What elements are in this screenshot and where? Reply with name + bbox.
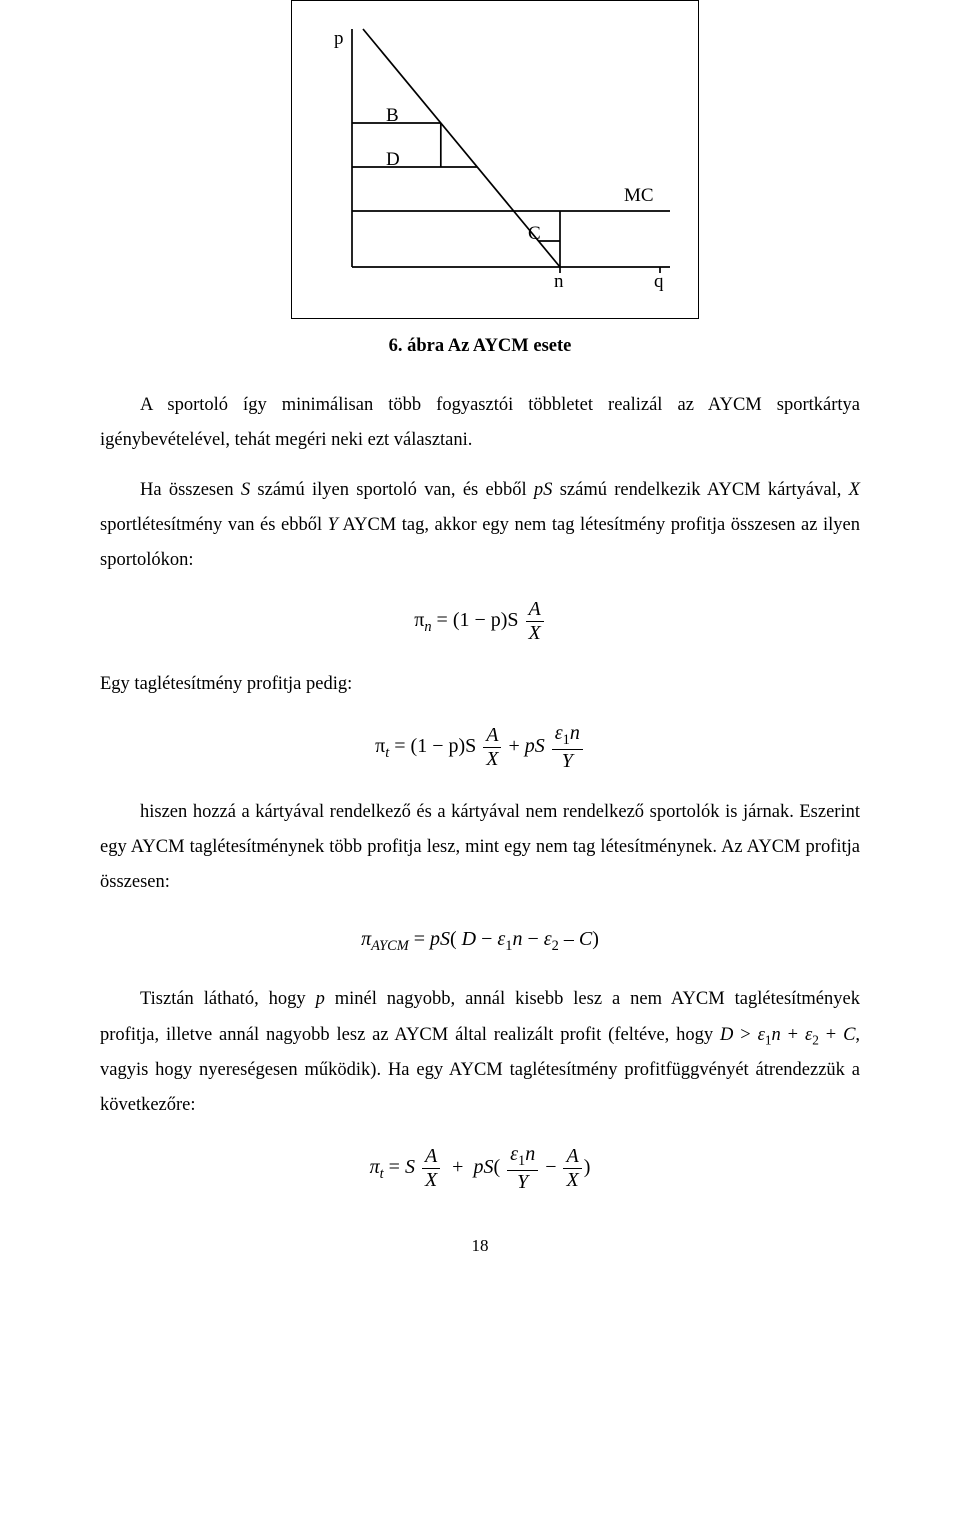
den-Y: Y bbox=[552, 750, 583, 773]
text: számú rendelkezik AYCM kártyával, bbox=[552, 480, 848, 500]
text: Ha összesen bbox=[140, 480, 241, 500]
n: n bbox=[525, 1143, 535, 1165]
figure-6-caption: 6. ábra Az AYCM esete bbox=[100, 329, 860, 364]
frac-A-over-X-2: A X bbox=[483, 724, 501, 771]
eps: ε bbox=[544, 928, 552, 950]
num-A: A bbox=[422, 1145, 440, 1169]
frac-A-over-X-4: A X bbox=[563, 1145, 581, 1192]
svg-text:B: B bbox=[386, 105, 399, 126]
svg-text:MC: MC bbox=[624, 185, 654, 206]
one-minus-p-S: (1 − p)S bbox=[453, 609, 519, 631]
svg-text:q: q bbox=[654, 271, 664, 292]
figure-6-border: p B D C MC n q bbox=[291, 0, 699, 319]
num-eps1n: ε1n bbox=[552, 722, 583, 750]
pi: π bbox=[361, 928, 371, 950]
eq: = bbox=[437, 609, 453, 631]
paragraph-4: Tisztán látható, hogy p minél nagyobb, a… bbox=[100, 982, 860, 1123]
plus: + bbox=[508, 735, 524, 757]
frac-A-over-X-3: A X bbox=[422, 1145, 440, 1192]
svg-text:C: C bbox=[528, 223, 541, 244]
num-A: A bbox=[483, 724, 501, 748]
minus: − bbox=[545, 1156, 561, 1178]
page-number: 18 bbox=[100, 1230, 860, 1262]
eps-sub-1: 1 bbox=[765, 1032, 772, 1047]
svg-text:n: n bbox=[554, 271, 564, 292]
sub-aycm: AYCM bbox=[371, 938, 409, 954]
eps: ε bbox=[758, 1025, 765, 1045]
svg-text:D: D bbox=[386, 149, 400, 170]
pi: π bbox=[375, 735, 385, 757]
n: n bbox=[513, 928, 523, 950]
den-X: X bbox=[422, 1169, 440, 1192]
formula-pi-t: πt = (1 − p)S A X + pS ε1n Y bbox=[100, 722, 860, 773]
figure-6-svg: p B D C MC n q bbox=[310, 15, 680, 295]
den-X: X bbox=[526, 622, 544, 645]
pS: pS bbox=[525, 735, 545, 757]
formula-pi-t-rearranged: πt = S A X + pS( ε1n Y − A X ) bbox=[100, 1143, 860, 1194]
eps-sub-1: 1 bbox=[505, 938, 512, 954]
formula-pi-aycm: πAYCM = pS( D − ε1n − ε2 – C) bbox=[100, 920, 860, 960]
figure-6-container: p B D C MC n q bbox=[100, 0, 860, 319]
line-eg-tag: Egy taglétesítmény profitja pedig: bbox=[100, 667, 860, 702]
eps-sub-1: 1 bbox=[563, 732, 570, 748]
pS: pS bbox=[473, 1156, 493, 1178]
pS: pS bbox=[430, 928, 450, 950]
eq: = bbox=[414, 928, 430, 950]
text: Tisztán látható, hogy bbox=[140, 989, 316, 1009]
den-X: X bbox=[483, 748, 501, 771]
paragraph-2: Ha összesen S számú ilyen sportoló van, … bbox=[100, 473, 860, 578]
formula-pi-n: πn = (1 − p)S A X bbox=[100, 598, 860, 645]
var-Y: Y bbox=[328, 515, 338, 535]
paragraph-1: A sportoló így minimálisan több fogyaszt… bbox=[100, 388, 860, 458]
var-X: X bbox=[849, 480, 860, 500]
paragraph-3: hiszen hozzá a kártyával rendelkező és a… bbox=[100, 795, 860, 900]
plus: + bbox=[447, 1156, 473, 1178]
one-minus-p-S: (1 − p)S bbox=[411, 735, 477, 757]
text-minus: – bbox=[564, 928, 579, 950]
num-eps1n: ε1n bbox=[507, 1143, 538, 1171]
open-paren: ( bbox=[450, 928, 462, 950]
pi: π bbox=[370, 1156, 380, 1178]
eps-sub-2: 2 bbox=[812, 1032, 819, 1047]
n: n bbox=[772, 1025, 781, 1045]
eps-sub-2: 2 bbox=[552, 938, 559, 954]
den-X: X bbox=[563, 1169, 581, 1192]
plus: + bbox=[826, 1025, 843, 1045]
gt: > bbox=[740, 1025, 757, 1045]
eps: ε bbox=[555, 722, 563, 744]
sub-n: n bbox=[424, 619, 431, 635]
frac-eps1n-over-Y: ε1n Y bbox=[552, 722, 583, 773]
n: n bbox=[570, 722, 580, 744]
sub-t: t bbox=[380, 1166, 384, 1182]
text: számú ilyen sportoló van, és ebből bbox=[250, 480, 534, 500]
frac-eps1n-over-Y-2: ε1n Y bbox=[507, 1143, 538, 1194]
svg-text:p: p bbox=[334, 28, 344, 49]
minus: − bbox=[481, 928, 497, 950]
S: S bbox=[405, 1156, 415, 1178]
frac-A-over-X: A X bbox=[526, 598, 544, 645]
num-A: A bbox=[563, 1145, 581, 1169]
open-paren: ( bbox=[493, 1156, 500, 1178]
C: C bbox=[579, 928, 592, 950]
pi: π bbox=[414, 609, 424, 631]
close-paren: ) bbox=[592, 928, 599, 950]
C: C bbox=[843, 1025, 855, 1045]
eq: = bbox=[394, 735, 410, 757]
den-Y: Y bbox=[507, 1171, 538, 1194]
var-D: D bbox=[720, 1025, 733, 1045]
num-A: A bbox=[526, 598, 544, 622]
close-paren: ) bbox=[584, 1156, 591, 1178]
text: sportlétesítmény van és ebből bbox=[100, 515, 328, 535]
eps: ε bbox=[510, 1143, 518, 1165]
page: p B D C MC n q 6. ábra Az AYCM esete A sportol… bbox=[0, 0, 960, 1302]
sub-t: t bbox=[385, 745, 389, 761]
D: D bbox=[462, 928, 476, 950]
var-p: p bbox=[316, 989, 325, 1009]
plus: + bbox=[788, 1025, 805, 1045]
var-pS: pS bbox=[534, 480, 553, 500]
eq: = bbox=[389, 1156, 405, 1178]
minus: − bbox=[528, 928, 544, 950]
var-S: S bbox=[241, 480, 250, 500]
